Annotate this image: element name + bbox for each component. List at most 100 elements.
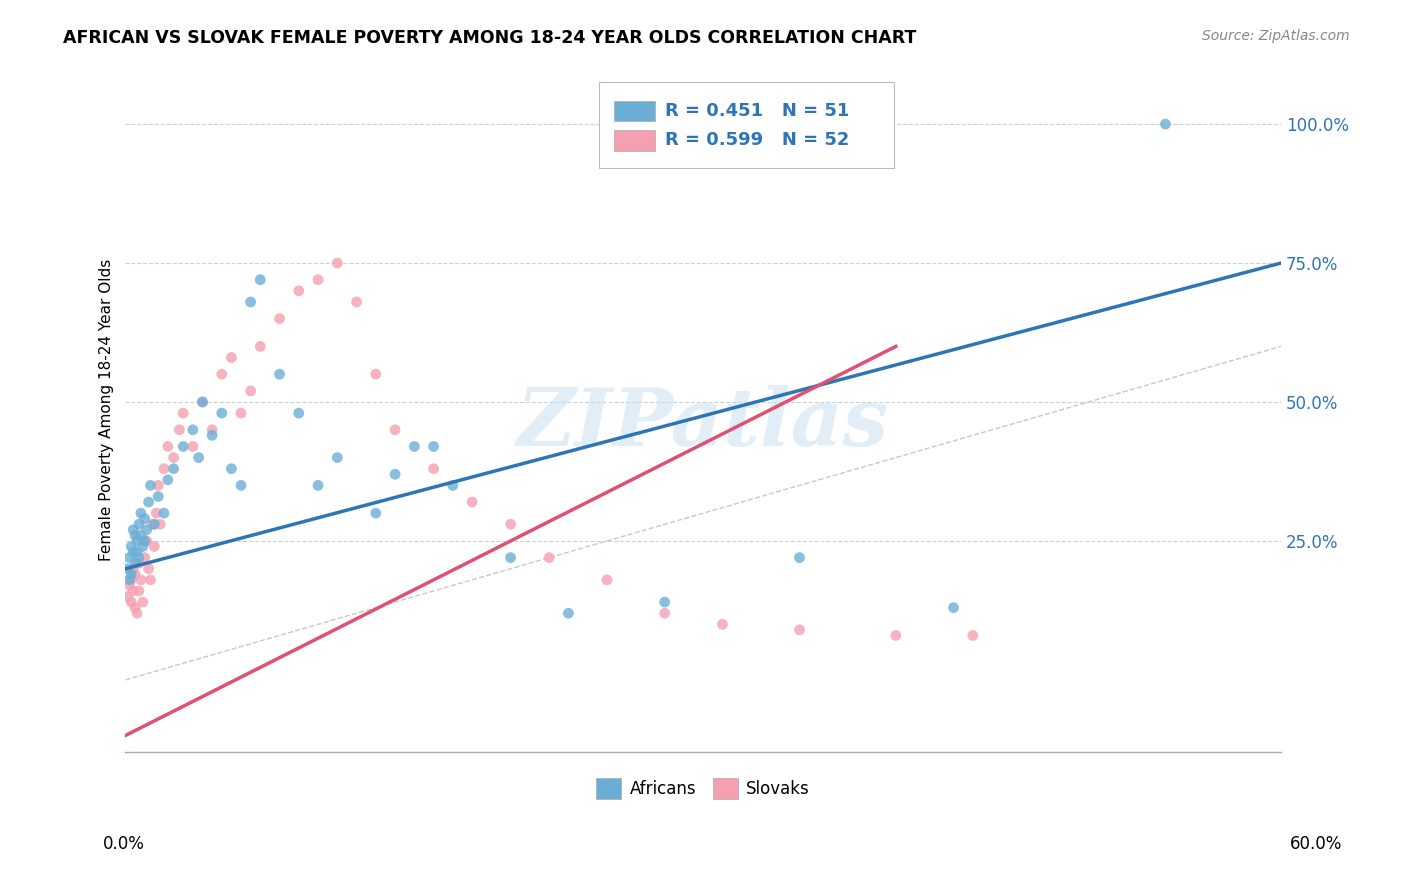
- Point: [153, 461, 176, 475]
- Point: [120, 595, 142, 609]
- Point: [326, 450, 349, 465]
- Point: [128, 556, 150, 570]
- Point: [326, 256, 349, 270]
- Point: [128, 584, 150, 599]
- Point: [422, 461, 444, 475]
- Text: Source: ZipAtlas.com: Source: ZipAtlas.com: [1202, 29, 1350, 43]
- Point: [181, 440, 204, 454]
- Legend: Africans, Slovaks: Africans, Slovaks: [589, 772, 817, 805]
- Point: [132, 540, 155, 554]
- Text: AFRICAN VS SLOVAK FEMALE POVERTY AMONG 18-24 YEAR OLDS CORRELATION CHART: AFRICAN VS SLOVAK FEMALE POVERTY AMONG 1…: [63, 29, 917, 46]
- Point: [118, 573, 141, 587]
- Point: [148, 490, 170, 504]
- Point: [557, 606, 579, 620]
- Point: [307, 478, 329, 492]
- Point: [229, 406, 252, 420]
- Point: [125, 606, 148, 620]
- Point: [596, 573, 619, 587]
- Point: [162, 450, 184, 465]
- Point: [118, 550, 141, 565]
- Point: [135, 523, 157, 537]
- Point: [128, 550, 150, 565]
- Point: [134, 512, 156, 526]
- Point: [364, 368, 387, 382]
- Point: [221, 461, 243, 475]
- Text: R = 0.451   N = 51: R = 0.451 N = 51: [665, 102, 849, 120]
- Point: [269, 368, 291, 382]
- Point: [346, 295, 368, 310]
- Point: [307, 273, 329, 287]
- Point: [135, 533, 157, 548]
- Point: [124, 600, 146, 615]
- Point: [143, 540, 166, 554]
- Point: [229, 478, 252, 492]
- Point: [499, 550, 522, 565]
- Point: [124, 528, 146, 542]
- Point: [172, 406, 194, 420]
- Point: [211, 406, 233, 420]
- Point: [124, 556, 146, 570]
- Point: [128, 517, 150, 532]
- Point: [125, 545, 148, 559]
- Point: [884, 628, 907, 642]
- Point: [153, 506, 176, 520]
- Text: 0.0%: 0.0%: [103, 835, 145, 853]
- Point: [201, 428, 224, 442]
- Point: [239, 295, 262, 310]
- Point: [124, 567, 146, 582]
- Point: [134, 533, 156, 548]
- Point: [191, 395, 214, 409]
- Point: [156, 473, 179, 487]
- Point: [942, 600, 965, 615]
- Point: [125, 533, 148, 548]
- Point: [120, 573, 142, 587]
- Point: [149, 517, 172, 532]
- Point: [789, 550, 811, 565]
- Point: [129, 528, 152, 542]
- Point: [1154, 117, 1177, 131]
- Text: 60.0%: 60.0%: [1291, 835, 1343, 853]
- Point: [441, 478, 464, 492]
- Point: [122, 562, 145, 576]
- Point: [143, 517, 166, 532]
- Point: [138, 495, 160, 509]
- Point: [201, 423, 224, 437]
- Point: [134, 550, 156, 565]
- FancyBboxPatch shape: [599, 82, 894, 168]
- Point: [384, 467, 406, 482]
- Y-axis label: Female Poverty Among 18-24 Year Olds: Female Poverty Among 18-24 Year Olds: [100, 260, 114, 561]
- Point: [181, 423, 204, 437]
- Point: [654, 595, 676, 609]
- Point: [221, 351, 243, 365]
- Point: [169, 423, 191, 437]
- Point: [120, 540, 142, 554]
- Point: [249, 339, 271, 353]
- Point: [129, 506, 152, 520]
- Point: [288, 284, 311, 298]
- Point: [145, 506, 167, 520]
- Bar: [614, 130, 655, 151]
- Point: [148, 478, 170, 492]
- Point: [499, 517, 522, 532]
- Text: ZIPatlas: ZIPatlas: [517, 385, 889, 463]
- Point: [211, 368, 233, 382]
- Point: [711, 617, 734, 632]
- Point: [654, 606, 676, 620]
- Point: [162, 461, 184, 475]
- Point: [122, 584, 145, 599]
- Point: [239, 384, 262, 398]
- Point: [187, 450, 209, 465]
- Point: [404, 440, 426, 454]
- Point: [129, 573, 152, 587]
- Point: [138, 562, 160, 576]
- Point: [384, 423, 406, 437]
- Text: R = 0.599   N = 52: R = 0.599 N = 52: [665, 131, 849, 149]
- Point: [962, 628, 984, 642]
- Point: [156, 440, 179, 454]
- Point: [288, 406, 311, 420]
- Point: [139, 573, 162, 587]
- Point: [132, 595, 155, 609]
- Point: [120, 567, 142, 582]
- Point: [191, 395, 214, 409]
- Bar: [614, 101, 655, 121]
